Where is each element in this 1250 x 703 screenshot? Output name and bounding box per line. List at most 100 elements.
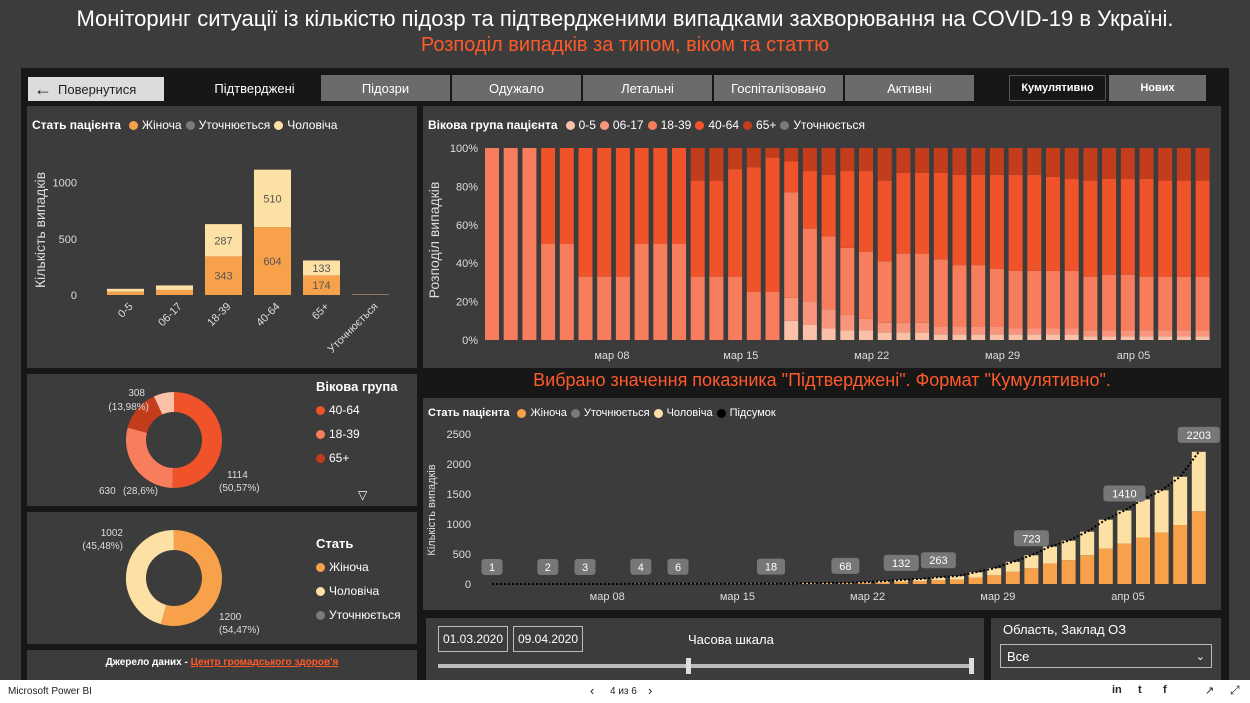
stack-segment[interactable] bbox=[1195, 180, 1210, 277]
bar-female[interactable] bbox=[857, 583, 871, 584]
age-donut-chart[interactable]: 308 (13,98%) 630 (28,6%) 1114 (50,57%) bbox=[27, 374, 417, 506]
stack-segment[interactable] bbox=[1139, 336, 1154, 340]
stack-segment[interactable] bbox=[1102, 330, 1117, 337]
stack-segment[interactable] bbox=[877, 332, 892, 340]
stack-segment[interactable] bbox=[653, 244, 668, 340]
stack-segment[interactable] bbox=[1120, 336, 1135, 340]
stack-segment[interactable] bbox=[821, 148, 836, 175]
bar-female[interactable] bbox=[1154, 532, 1169, 584]
stack-segment[interactable] bbox=[1139, 178, 1154, 277]
stack-segment[interactable] bbox=[915, 148, 930, 173]
legend-item[interactable]: 65+ bbox=[316, 446, 360, 470]
stack-segment[interactable] bbox=[877, 180, 892, 262]
legend-item[interactable]: Жіноча bbox=[316, 555, 401, 579]
stack-segment[interactable] bbox=[933, 326, 948, 335]
stack-segment[interactable] bbox=[1158, 336, 1173, 340]
tab-2[interactable]: Одужало bbox=[452, 75, 581, 101]
stack-segment[interactable] bbox=[1046, 270, 1060, 329]
fullscreen-icon[interactable]: ⤢ bbox=[1230, 683, 1240, 697]
donut-slice[interactable] bbox=[160, 530, 222, 626]
bar-male[interactable] bbox=[107, 288, 144, 292]
stack-segment[interactable] bbox=[746, 148, 761, 168]
stack-segment[interactable] bbox=[1158, 276, 1173, 331]
stack-segment[interactable] bbox=[1120, 274, 1135, 331]
stack-segment[interactable] bbox=[859, 171, 873, 252]
stack-segment[interactable] bbox=[1046, 334, 1060, 340]
stack-segment[interactable] bbox=[784, 320, 799, 340]
stack-segment[interactable] bbox=[821, 236, 836, 310]
stack-segment[interactable] bbox=[1083, 330, 1098, 337]
bar-male[interactable] bbox=[1117, 510, 1132, 544]
tab-0[interactable]: Підтверджені bbox=[190, 75, 319, 101]
stack-segment[interactable] bbox=[933, 334, 948, 340]
mode-toggle-1[interactable]: Нових bbox=[1109, 75, 1206, 101]
stack-segment[interactable] bbox=[634, 244, 649, 340]
timeline-track[interactable] bbox=[438, 664, 972, 668]
stack-segment[interactable] bbox=[1120, 178, 1135, 275]
stack-segment[interactable] bbox=[765, 157, 780, 292]
donut-slice[interactable] bbox=[153, 392, 175, 415]
stack-segment[interactable] bbox=[1027, 334, 1042, 340]
bar-female[interactable] bbox=[254, 227, 291, 295]
legend-item[interactable]: Чоловіча bbox=[316, 579, 401, 603]
donut-slice[interactable] bbox=[127, 396, 163, 434]
bar-female[interactable] bbox=[1191, 511, 1206, 584]
stack-segment[interactable] bbox=[896, 148, 911, 173]
source-link[interactable]: Центр громадського здоров'я bbox=[190, 657, 339, 668]
tab-3[interactable]: Летальні bbox=[583, 75, 712, 101]
bar-female[interactable] bbox=[819, 583, 834, 584]
stack-segment[interactable] bbox=[1195, 336, 1210, 340]
stack-segment[interactable] bbox=[690, 180, 705, 277]
stack-segment[interactable] bbox=[1139, 148, 1154, 179]
age-gender-bar-chart[interactable]: Кількість випадків 0 500 1000 0-5 06-17 343 287… bbox=[27, 135, 417, 365]
stack-segment[interactable] bbox=[522, 148, 537, 340]
bar-female[interactable] bbox=[894, 581, 909, 584]
stack-segment[interactable] bbox=[784, 192, 799, 298]
stack-segment[interactable] bbox=[915, 332, 930, 340]
stack-segment[interactable] bbox=[1195, 148, 1210, 181]
bar-female[interactable] bbox=[303, 275, 340, 295]
stack-segment[interactable] bbox=[1046, 148, 1060, 177]
bar-male[interactable] bbox=[1080, 531, 1095, 556]
cumulative-chart[interactable]: Кількість випадків 0 500 1000 1500 2000 2500 1 2… bbox=[423, 422, 1221, 608]
bar-male[interactable] bbox=[1024, 555, 1039, 569]
bar-male[interactable] bbox=[1061, 540, 1076, 561]
stack-segment[interactable] bbox=[1158, 148, 1173, 181]
donut-slice[interactable] bbox=[126, 530, 175, 625]
stack-segment[interactable] bbox=[802, 324, 817, 340]
stack-segment[interactable] bbox=[989, 174, 1004, 269]
stack-segment[interactable] bbox=[952, 265, 967, 327]
start-date-input[interactable]: 01.03.2020 bbox=[438, 626, 508, 652]
mode-toggle-0[interactable]: Кумулятивно bbox=[1009, 75, 1106, 101]
stack-segment[interactable] bbox=[1064, 328, 1079, 335]
stack-segment[interactable] bbox=[578, 148, 593, 277]
age-distribution-chart[interactable]: Розподіл випадків 0% 20% 40% 60% 80% 100% мар 0… bbox=[423, 135, 1221, 365]
bar-male[interactable] bbox=[912, 578, 927, 582]
stack-segment[interactable] bbox=[952, 326, 967, 335]
stack-segment[interactable] bbox=[1102, 148, 1117, 179]
end-date-input[interactable]: 09.04.2020 bbox=[513, 626, 583, 652]
stack-segment[interactable] bbox=[765, 148, 780, 158]
stack-segment[interactable] bbox=[1046, 328, 1060, 335]
stack-segment[interactable] bbox=[896, 253, 911, 323]
bar-female[interactable] bbox=[968, 577, 983, 584]
stack-segment[interactable] bbox=[541, 148, 556, 244]
stack-segment[interactable] bbox=[840, 171, 855, 248]
stack-segment[interactable] bbox=[485, 148, 499, 340]
stack-segment[interactable] bbox=[1046, 176, 1060, 271]
stack-segment[interactable] bbox=[1195, 276, 1210, 331]
stack-segment[interactable] bbox=[597, 148, 612, 277]
bar-female[interactable] bbox=[875, 582, 890, 584]
stack-segment[interactable] bbox=[1064, 178, 1079, 271]
timeline-start-handle[interactable] bbox=[686, 658, 691, 674]
stack-segment[interactable] bbox=[1139, 276, 1154, 331]
stack-segment[interactable] bbox=[1176, 330, 1191, 337]
stack-segment[interactable] bbox=[859, 318, 873, 331]
back-button[interactable]: ← Повернутися bbox=[28, 77, 164, 101]
stack-segment[interactable] bbox=[821, 309, 836, 329]
stack-segment[interactable] bbox=[1102, 336, 1117, 340]
stack-segment[interactable] bbox=[765, 292, 780, 340]
stack-segment[interactable] bbox=[1158, 330, 1173, 337]
stack-segment[interactable] bbox=[1139, 330, 1154, 337]
stack-segment[interactable] bbox=[859, 330, 873, 340]
